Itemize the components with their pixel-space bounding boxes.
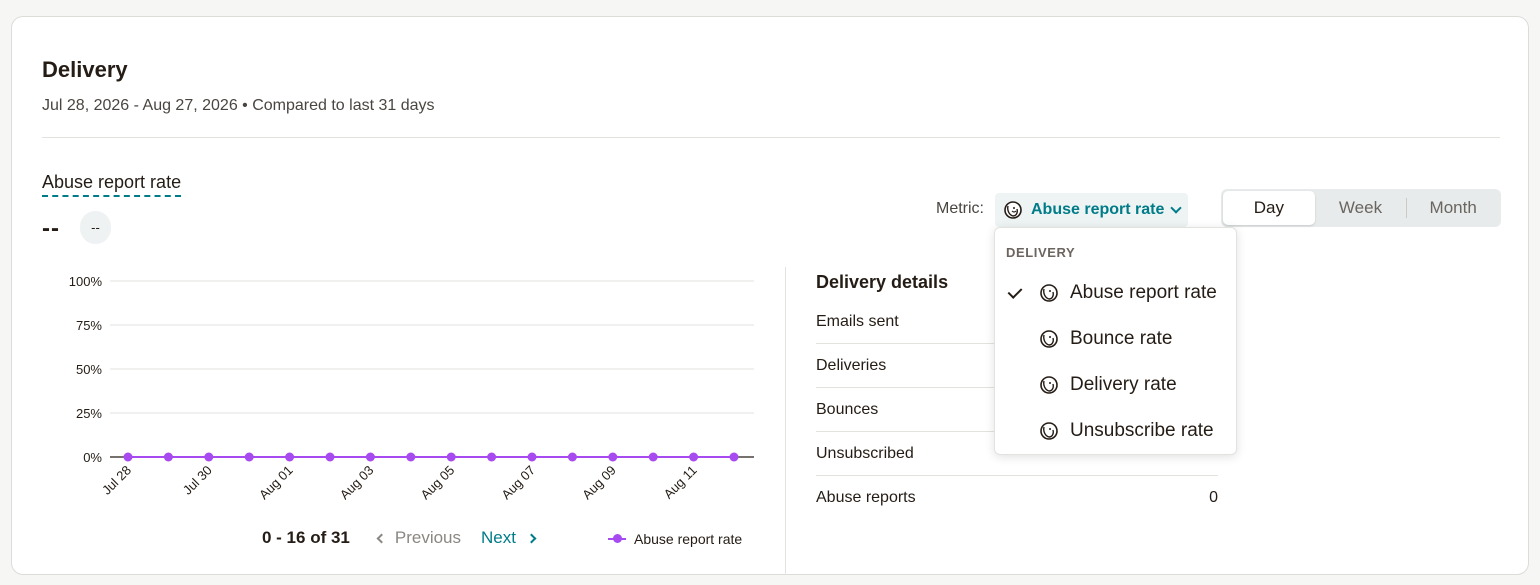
previous-label: Previous bbox=[394, 528, 462, 547]
x-tick-label: Aug 05 bbox=[418, 463, 458, 503]
y-tick-label: 25% bbox=[76, 406, 102, 421]
details-row-label: Deliveries bbox=[816, 356, 887, 374]
period-toggle: Day Week Month bbox=[1221, 189, 1501, 227]
x-tick-label: Aug 03 bbox=[337, 463, 377, 503]
mailchimp-freddie-icon bbox=[1040, 330, 1058, 348]
data-point bbox=[163, 452, 173, 462]
date-range: Jul 28, 2026 - Aug 27, 2026 • Compared t… bbox=[42, 97, 435, 114]
legend-marker bbox=[608, 534, 626, 543]
next-label: Next bbox=[481, 528, 516, 547]
x-tick-label: Aug 09 bbox=[579, 463, 619, 503]
mailchimp-freddie-icon bbox=[1040, 376, 1058, 394]
chart-legend: Abuse report rate bbox=[608, 531, 742, 547]
details-row-value: 0 bbox=[1209, 489, 1218, 506]
abuse-rate-chart: 0% 25% 50% 75% 100% Jul 28 Jul 30 Aug 01 Aug 03 A… bbox=[69, 274, 754, 503]
delivery-card: Delivery Jul 28, 2026 - Aug 27, 2026 • C… bbox=[11, 16, 1529, 575]
details-row-label: Bounces bbox=[816, 400, 879, 418]
mailchimp-freddie-icon bbox=[1004, 201, 1022, 219]
checkmark-icon bbox=[1007, 284, 1023, 299]
dropdown-group-label: DELIVERY bbox=[1006, 245, 1076, 260]
details-row: Abuse reports 0 bbox=[816, 476, 1218, 520]
metric-label: Metric: bbox=[936, 200, 984, 217]
chevron-down-icon bbox=[1170, 202, 1183, 214]
pagination: 0 - 16 of 31 Previous Next bbox=[262, 528, 537, 548]
chevron-left-icon bbox=[376, 533, 387, 543]
data-point bbox=[689, 452, 699, 462]
data-point bbox=[446, 452, 456, 462]
metric-delta-badge: -- bbox=[80, 211, 111, 244]
menu-item-abuse-report-rate[interactable]: Abuse report rate bbox=[995, 272, 1238, 314]
legend-label: Abuse report rate bbox=[634, 531, 743, 547]
x-tick-label: Jul 28 bbox=[99, 463, 134, 498]
menu-item-label: Abuse report rate bbox=[1070, 282, 1217, 303]
menu-item-delivery-rate[interactable]: Delivery rate bbox=[995, 364, 1238, 406]
data-point bbox=[608, 452, 618, 462]
period-day-button[interactable]: Day bbox=[1223, 191, 1315, 225]
data-point bbox=[487, 452, 497, 462]
data-point bbox=[325, 452, 335, 462]
card-title: Delivery bbox=[42, 57, 128, 82]
details-row-label: Unsubscribed bbox=[816, 444, 914, 462]
previous-button[interactable]: Previous bbox=[376, 528, 462, 548]
data-point bbox=[285, 452, 295, 462]
metric-value: -- bbox=[42, 215, 60, 242]
y-tick-label: 0% bbox=[83, 450, 102, 465]
mailchimp-freddie-icon bbox=[1040, 284, 1058, 302]
data-point bbox=[244, 452, 254, 462]
metric-title[interactable]: Abuse report rate bbox=[42, 172, 182, 197]
menu-item-label: Unsubscribe rate bbox=[1070, 420, 1214, 441]
x-tick-label: Aug 07 bbox=[498, 463, 538, 503]
data-point bbox=[527, 452, 537, 462]
menu-item-label: Delivery rate bbox=[1070, 374, 1177, 395]
x-tick-label: Aug 01 bbox=[256, 463, 296, 503]
details-title: Delivery details bbox=[816, 272, 949, 292]
data-point bbox=[406, 452, 416, 462]
menu-item-bounce-rate[interactable]: Bounce rate bbox=[995, 318, 1238, 360]
data-point bbox=[729, 452, 739, 462]
y-tick-label: 100% bbox=[69, 274, 103, 289]
metric-select[interactable]: Abuse report rate bbox=[995, 193, 1189, 227]
data-point bbox=[123, 452, 133, 462]
details-row-label: Abuse reports bbox=[816, 489, 916, 506]
details-row: Unsubscribed bbox=[816, 432, 1218, 476]
y-tick-label: 75% bbox=[76, 318, 102, 333]
pagination-range: 0 - 16 of 31 bbox=[262, 528, 350, 547]
menu-item-label: Bounce rate bbox=[1070, 328, 1173, 349]
menu-item-unsubscribe-rate[interactable]: Unsubscribe rate bbox=[995, 410, 1238, 452]
data-point bbox=[365, 452, 375, 462]
metric-dropdown-menu: DELIVERY Abuse report rate Bounce rate D… bbox=[994, 227, 1237, 455]
mailchimp-freddie-icon bbox=[1040, 422, 1058, 440]
next-button[interactable]: Next bbox=[481, 528, 537, 548]
period-week-button[interactable]: Week bbox=[1338, 198, 1383, 217]
segment-divider bbox=[1406, 198, 1408, 218]
column-divider bbox=[785, 267, 786, 575]
chevron-right-icon bbox=[526, 533, 537, 543]
divider bbox=[42, 137, 1500, 138]
details-row-label: Emails sent bbox=[816, 312, 899, 330]
data-point bbox=[648, 452, 658, 462]
period-month-button[interactable]: Month bbox=[1429, 198, 1477, 217]
data-point bbox=[204, 452, 214, 462]
data-point bbox=[567, 452, 577, 462]
x-tick-label: Jul 30 bbox=[180, 463, 215, 498]
x-tick-label: Aug 11 bbox=[661, 463, 700, 502]
metric-select-label: Abuse report rate bbox=[1031, 201, 1165, 218]
y-tick-label: 50% bbox=[76, 362, 102, 377]
